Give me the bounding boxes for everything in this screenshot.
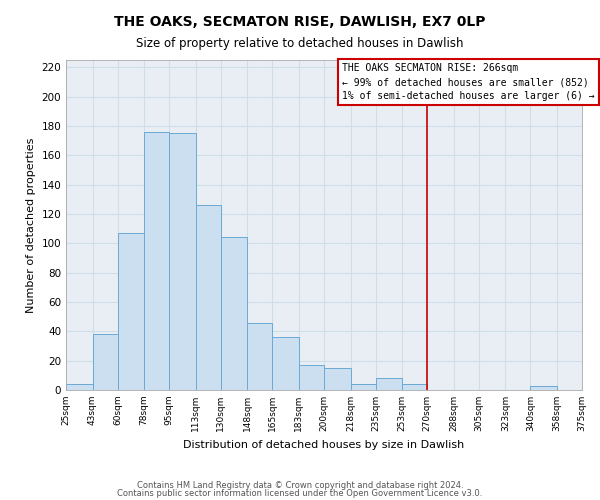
- Text: THE OAKS, SECMATON RISE, DAWLISH, EX7 0LP: THE OAKS, SECMATON RISE, DAWLISH, EX7 0L…: [114, 15, 486, 29]
- Bar: [221, 238, 247, 390]
- X-axis label: Distribution of detached houses by size in Dawlish: Distribution of detached houses by size …: [184, 440, 464, 450]
- Bar: [402, 384, 427, 390]
- Bar: [118, 233, 144, 390]
- Text: Contains public sector information licensed under the Open Government Licence v3: Contains public sector information licen…: [118, 489, 482, 498]
- Bar: [247, 322, 272, 390]
- Bar: [350, 384, 376, 390]
- Bar: [530, 386, 557, 390]
- Bar: [272, 337, 299, 390]
- Text: Size of property relative to detached houses in Dawlish: Size of property relative to detached ho…: [136, 38, 464, 51]
- Bar: [144, 132, 169, 390]
- Y-axis label: Number of detached properties: Number of detached properties: [26, 138, 36, 312]
- Bar: [169, 134, 196, 390]
- Bar: [66, 384, 92, 390]
- Text: THE OAKS SECMATON RISE: 266sqm
← 99% of detached houses are smaller (852)
1% of : THE OAKS SECMATON RISE: 266sqm ← 99% of …: [342, 64, 595, 102]
- Bar: [299, 365, 324, 390]
- Bar: [376, 378, 402, 390]
- Bar: [92, 334, 118, 390]
- Text: Contains HM Land Registry data © Crown copyright and database right 2024.: Contains HM Land Registry data © Crown c…: [137, 480, 463, 490]
- Bar: [196, 205, 221, 390]
- Bar: [324, 368, 350, 390]
